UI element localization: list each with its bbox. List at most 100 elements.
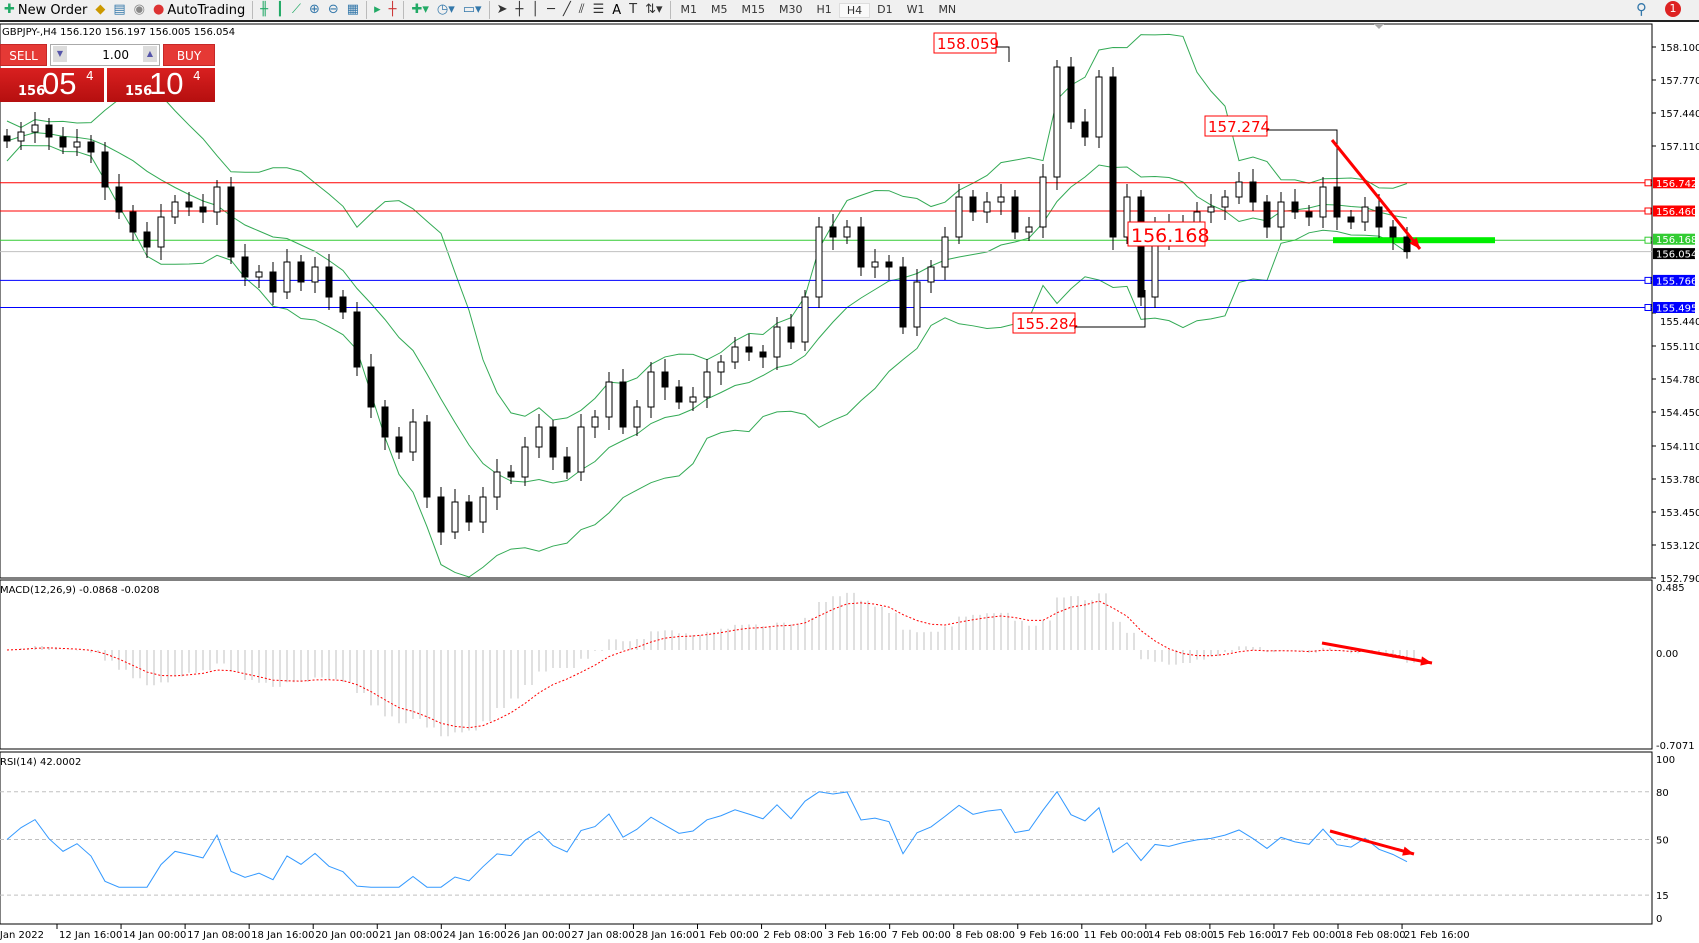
time-axis-label: 28 Jan 16:00	[635, 930, 698, 941]
bull-candle	[605, 381, 613, 418]
zoom-out-button[interactable]: ⊖	[324, 0, 343, 20]
bull-candle	[997, 196, 1005, 203]
price-axis-label: 155.110	[1660, 342, 1699, 353]
text-label-button[interactable]: T	[625, 0, 641, 20]
price-axis-label: 158.100	[1660, 43, 1699, 54]
time-axis-label: 18 Feb 08:00	[1340, 930, 1406, 941]
timeframe-m15[interactable]: M15	[741, 2, 766, 16]
timeframe-d1[interactable]: D1	[877, 2, 893, 16]
bear-candle	[101, 151, 109, 188]
bull-candle	[311, 266, 319, 283]
data-window-button[interactable]: ▤	[109, 0, 129, 20]
trendline-icon: ╱	[562, 2, 571, 17]
lot-increase-button[interactable]: ▲	[143, 46, 157, 62]
text-label-icon: T	[629, 2, 638, 17]
trendline-button[interactable]: ╱	[559, 0, 575, 20]
tile-windows-button[interactable]: ▦	[343, 0, 363, 20]
fibonacci-icon: ☰	[592, 2, 605, 17]
auto-scroll-icon: ▸	[374, 2, 381, 17]
bear-candle	[1137, 196, 1145, 298]
channel-icon: ⫽	[578, 2, 585, 17]
bull-candle	[535, 426, 543, 448]
candle-chart-button[interactable]: ┃	[272, 0, 288, 20]
notification-badge[interactable]: 1	[1665, 1, 1681, 17]
bull-candle	[703, 371, 711, 398]
timeframe-h4[interactable]: H4	[838, 2, 871, 18]
buy-price-button[interactable]: 156 10 4	[107, 66, 215, 102]
bull-candle	[591, 416, 599, 428]
bear-candle	[87, 141, 95, 153]
search-icon[interactable]: ⚲	[1636, 0, 1647, 18]
new-order-button[interactable]: ✚ New Order	[0, 0, 91, 20]
templates-button[interactable]: ▭▾	[459, 0, 486, 20]
bear-candle	[829, 226, 837, 238]
bull-candle	[479, 496, 487, 523]
bear-candle	[185, 201, 193, 208]
text-icon: A	[612, 2, 622, 18]
autotrading-label: AutoTrading	[167, 2, 246, 18]
rsi-axis-label: 100	[1656, 755, 1675, 766]
bear-candle	[759, 351, 767, 358]
level-handle	[1644, 179, 1652, 187]
cursor-button[interactable]: ➤	[493, 0, 512, 20]
bull-candle	[689, 396, 697, 403]
bull-candle	[1277, 201, 1285, 228]
time-axis-label: 11 Feb 00:00	[1084, 930, 1150, 941]
arrows-button[interactable]: ⇅▾	[641, 0, 666, 20]
timeframe-h1[interactable]: H1	[816, 2, 832, 16]
rsi-trend-arrow-head	[1402, 846, 1414, 856]
horizontal-line-icon: ─	[547, 2, 555, 17]
channel-button[interactable]: ⫽	[575, 0, 589, 20]
horizontal-line-button[interactable]: ─	[543, 0, 559, 20]
timeframe-mn[interactable]: MN	[938, 2, 957, 16]
auto-scroll-button[interactable]: ▸	[370, 0, 385, 20]
line-chart-button[interactable]: ⟋	[288, 0, 305, 20]
periods-button[interactable]: ◷▾	[433, 0, 459, 20]
price-axis-label: 152.790	[1660, 574, 1699, 585]
timeframe-m5[interactable]: M5	[711, 2, 728, 16]
indicators-button[interactable]: ✚▾	[407, 0, 432, 20]
lot-size-input[interactable]: 1.00	[50, 44, 160, 66]
chart-shift-button[interactable]: ┼	[385, 0, 401, 20]
lot-decrease-button[interactable]: ▼	[53, 46, 67, 62]
navigator-button[interactable]: ◆	[91, 0, 109, 20]
signal-icon: ◉	[133, 2, 145, 17]
bull-candle	[213, 186, 221, 213]
fibonacci-button[interactable]: ☰	[589, 0, 609, 20]
text-button[interactable]: A	[608, 0, 625, 20]
timeframe-m30[interactable]: M30	[779, 2, 803, 16]
macd-label: MACD(12,26,9) -0.0868 -0.0208	[0, 585, 160, 596]
bull-candle	[451, 501, 459, 533]
bull-candle	[941, 236, 949, 268]
toolbar: ✚ New Order ◆ ▤ ◉ ● AutoTrading ╫ ┃ ⟋ ⊕ ⊖ …	[0, 0, 1699, 22]
bear-candle	[899, 266, 907, 328]
support-zone-bar	[1333, 237, 1495, 244]
autotrading-button[interactable]: ● AutoTrading	[149, 0, 249, 20]
vertical-line-button[interactable]: │	[527, 0, 543, 20]
navigator-icon: ◆	[95, 2, 106, 17]
zoom-in-button[interactable]: ⊕	[305, 0, 324, 20]
timeframe-m1[interactable]: M1	[680, 2, 698, 16]
bar-chart-button[interactable]: ╫	[256, 0, 272, 20]
bear-candle	[745, 346, 753, 353]
level-price-tag	[1653, 274, 1695, 286]
sell-button[interactable]: SELL	[0, 44, 47, 66]
separator	[252, 1, 254, 19]
bull-candle	[633, 406, 641, 428]
buy-button[interactable]: BUY	[163, 44, 215, 66]
annotation-connector	[1075, 290, 1146, 328]
sell-price-button[interactable]: 156 05 4	[0, 66, 104, 102]
crosshair-icon: ┼	[515, 2, 524, 17]
timeframe-w1[interactable]: W1	[906, 2, 925, 16]
separator	[669, 1, 671, 19]
bear-candle	[885, 261, 893, 268]
time-axis-label: 18 Jan 16:00	[251, 930, 314, 941]
bollinger-lower	[6, 144, 1408, 578]
bear-candle	[619, 381, 627, 428]
crosshair-button[interactable]: ┼	[511, 0, 527, 20]
signals-button[interactable]: ◉	[130, 0, 149, 20]
chart-shift-marker	[1374, 24, 1384, 29]
time-axis-label: 3 Feb 16:00	[828, 930, 887, 941]
bull-candle	[1319, 186, 1327, 218]
